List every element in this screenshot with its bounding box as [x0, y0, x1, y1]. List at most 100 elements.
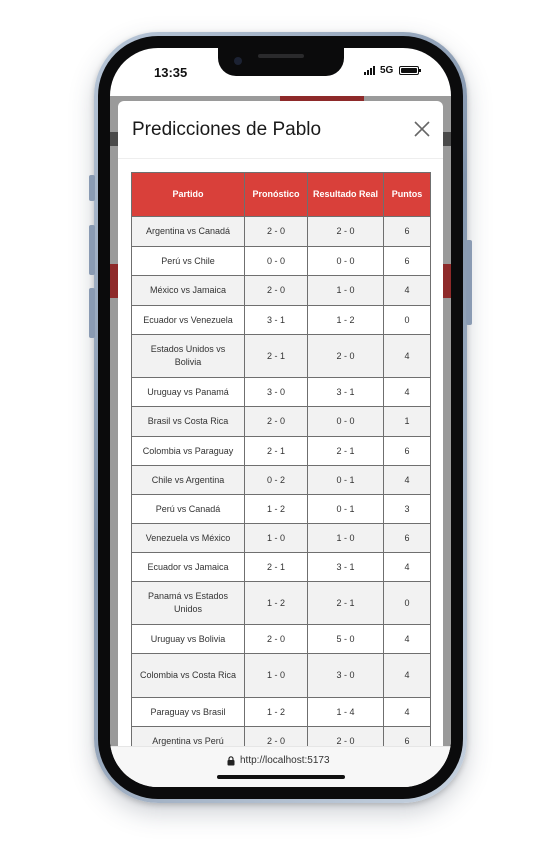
cell-prediction: 2 - 0: [244, 216, 308, 247]
cell-points: 0: [383, 305, 431, 335]
network-label: 5G: [380, 65, 394, 76]
cell-match: Perú vs Chile: [131, 246, 245, 276]
cell-prediction: 1 - 2: [244, 581, 308, 625]
url-display[interactable]: http://localhost:5173: [227, 755, 330, 766]
cell-result: 0 - 0: [307, 246, 384, 276]
cell-points: 4: [383, 552, 431, 582]
cell-result: 0 - 1: [307, 465, 384, 495]
cell-result: 0 - 1: [307, 494, 384, 524]
cell-result: 2 - 1: [307, 436, 384, 466]
cell-match: Paraguay vs Brasil: [131, 697, 245, 727]
table-row: Colombia vs Paraguay 2 - 1 2 - 1 6: [131, 436, 431, 466]
browser-url-bar[interactable]: http://localhost:5173: [110, 746, 451, 787]
cell-result: 1 - 2: [307, 305, 384, 335]
cell-points: 4: [383, 465, 431, 495]
cell-match: Estados Unidos vs Bolivia: [131, 334, 245, 378]
cell-prediction: 1 - 0: [244, 653, 308, 698]
status-time: 13:35: [154, 65, 188, 80]
lock-icon: [227, 756, 235, 766]
cell-match: Panamá vs Estados Unidos: [131, 581, 245, 625]
cell-match: Colombia vs Paraguay: [131, 436, 245, 466]
cell-points: 4: [383, 653, 431, 698]
predictions-modal: Predicciones de Pablo Partido Pronóstico…: [118, 101, 443, 756]
cell-result: 1 - 4: [307, 697, 384, 727]
cell-result: 1 - 0: [307, 523, 384, 553]
header-pronostico: Pronóstico: [244, 172, 308, 217]
cell-result: 5 - 0: [307, 624, 384, 654]
table-row: Ecuador vs Venezuela 3 - 1 1 - 2 0: [131, 305, 431, 335]
cell-points: 4: [383, 334, 431, 378]
table-row: Perú vs Canadá 1 - 2 0 - 1 3: [131, 494, 431, 524]
table-row: México vs Jamaica 2 - 0 1 - 0 4: [131, 275, 431, 306]
cell-points: 0: [383, 581, 431, 625]
cell-match: Uruguay vs Panamá: [131, 377, 245, 407]
cell-prediction: 3 - 0: [244, 377, 308, 407]
cell-points: 4: [383, 377, 431, 407]
header-puntos: Puntos: [383, 172, 431, 217]
cell-match: Argentina vs Canadá: [131, 216, 245, 247]
cell-result: 2 - 0: [307, 216, 384, 247]
home-indicator[interactable]: [217, 775, 345, 779]
cell-prediction: 2 - 0: [244, 406, 308, 437]
cell-points: 6: [383, 246, 431, 276]
cell-points: 4: [383, 697, 431, 727]
cell-prediction: 2 - 0: [244, 275, 308, 306]
cell-prediction: 1 - 2: [244, 494, 308, 524]
phone-volume-up-button: [89, 225, 95, 275]
cell-result: 3 - 0: [307, 653, 384, 698]
cell-prediction: 3 - 1: [244, 305, 308, 335]
cell-result: 2 - 0: [307, 334, 384, 378]
battery-icon: [399, 66, 422, 75]
table-row: Colombia vs Costa Rica 1 - 0 3 - 0 4: [131, 653, 431, 698]
cell-prediction: 2 - 0: [244, 624, 308, 654]
modal-title: Predicciones de Pablo: [132, 119, 322, 140]
cell-points: 3: [383, 494, 431, 524]
table-row: Chile vs Argentina 0 - 2 0 - 1 4: [131, 465, 431, 495]
phone-action-button: [89, 175, 95, 201]
cell-points: 4: [383, 624, 431, 654]
cell-match: Brasil vs Costa Rica: [131, 406, 245, 437]
table-row: Brasil vs Costa Rica 2 - 0 0 - 0 1: [131, 406, 431, 437]
cell-match: Uruguay vs Bolivia: [131, 624, 245, 654]
cell-points: 6: [383, 216, 431, 247]
table-row: Uruguay vs Bolivia 2 - 0 5 - 0 4: [131, 624, 431, 654]
cell-prediction: 1 - 0: [244, 523, 308, 553]
cell-match: Ecuador vs Jamaica: [131, 552, 245, 582]
cell-match: Perú vs Canadá: [131, 494, 245, 524]
table-row: Paraguay vs Brasil 1 - 2 1 - 4 4: [131, 697, 431, 727]
phone-screen: 13:35 5G Predicciones de Pablo: [110, 48, 451, 787]
cell-result: 3 - 1: [307, 552, 384, 582]
signal-icon: [364, 66, 375, 75]
speaker-grille: [258, 54, 304, 58]
table-row: Panamá vs Estados Unidos 1 - 2 2 - 1 0: [131, 581, 431, 625]
cell-result: 3 - 1: [307, 377, 384, 407]
table-row: Uruguay vs Panamá 3 - 0 3 - 1 4: [131, 377, 431, 407]
phone-volume-down-button: [89, 288, 95, 338]
cell-points: 1: [383, 406, 431, 437]
table-row: Ecuador vs Jamaica 2 - 1 3 - 1 4: [131, 552, 431, 582]
phone-power-button: [466, 240, 472, 325]
table-row: Perú vs Chile 0 - 0 0 - 0 6: [131, 246, 431, 276]
status-bar: 13:35 5G: [110, 48, 451, 94]
predictions-table: Partido Pronóstico Resultado Real Puntos…: [131, 172, 431, 756]
cell-prediction: 0 - 0: [244, 246, 308, 276]
cell-match: México vs Jamaica: [131, 275, 245, 306]
table-row: Venezuela vs México 1 - 0 1 - 0 6: [131, 523, 431, 553]
camera-icon: [234, 57, 242, 65]
cell-result: 0 - 0: [307, 406, 384, 437]
dynamic-notch: [218, 48, 344, 76]
close-icon[interactable]: [412, 119, 432, 139]
header-resultado-real: Resultado Real: [307, 172, 384, 217]
cell-prediction: 2 - 1: [244, 436, 308, 466]
table-header-row: Partido Pronóstico Resultado Real Puntos: [131, 172, 431, 217]
cell-points: 4: [383, 275, 431, 306]
cell-match: Ecuador vs Venezuela: [131, 305, 245, 335]
cell-points: 6: [383, 523, 431, 553]
url-text: http://localhost:5173: [240, 755, 330, 766]
cell-prediction: 2 - 1: [244, 552, 308, 582]
table-row: Estados Unidos vs Bolivia 2 - 1 2 - 0 4: [131, 334, 431, 378]
cell-prediction: 1 - 2: [244, 697, 308, 727]
cell-result: 2 - 1: [307, 581, 384, 625]
predictions-table-container[interactable]: Partido Pronóstico Resultado Real Puntos…: [131, 172, 431, 756]
cell-match: Chile vs Argentina: [131, 465, 245, 495]
